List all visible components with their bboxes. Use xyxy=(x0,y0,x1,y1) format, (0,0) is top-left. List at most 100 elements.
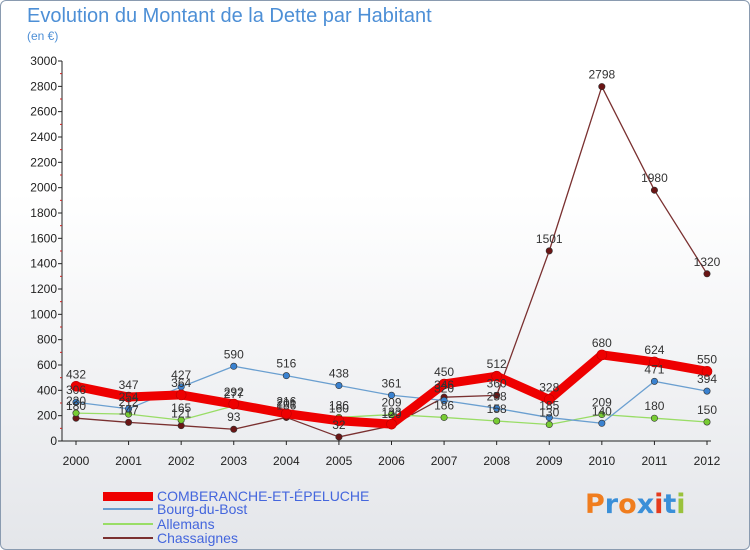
x-tick-label: 2006 xyxy=(378,454,405,468)
data-label: 328 xyxy=(539,380,559,394)
data-label: 346 xyxy=(434,378,454,392)
data-point xyxy=(281,408,292,419)
data-label: 550 xyxy=(697,352,717,366)
y-tick-label: 1200 xyxy=(30,282,57,296)
y-tick-label: 600 xyxy=(37,358,57,372)
x-tick-label: 2011 xyxy=(642,454,668,468)
data-point xyxy=(650,377,658,385)
data-label: 121 xyxy=(171,407,191,421)
data-label: 186 xyxy=(434,398,454,412)
data-label: 432 xyxy=(66,367,86,381)
y-tick-label: 2400 xyxy=(30,130,57,144)
legend-item-allemans: Allemans xyxy=(103,516,215,532)
legend-label-bourg-du-bost: Bourg-du-Bost xyxy=(157,501,248,517)
data-point xyxy=(230,425,238,433)
data-point xyxy=(650,186,658,194)
proxiti-logo: Proxiti xyxy=(585,489,686,520)
y-tick-label: 1600 xyxy=(30,231,57,245)
data-point xyxy=(598,411,606,419)
data-label: 186 xyxy=(276,398,296,412)
data-point xyxy=(703,418,711,426)
y-tick-label: 2200 xyxy=(30,155,57,169)
x-tick-label: 2003 xyxy=(220,454,247,468)
data-label: 212 xyxy=(119,395,139,409)
data-point xyxy=(650,414,658,422)
data-label: 516 xyxy=(276,357,296,371)
data-point xyxy=(493,417,501,425)
y-tick-label: 1800 xyxy=(30,206,57,220)
chart-data-labels: 432 347 364 292 216 160 133 450 512 328 680 624 550 3… xyxy=(66,68,721,432)
data-label: 427 xyxy=(171,368,191,382)
data-label: 450 xyxy=(434,365,454,379)
data-label: 1320 xyxy=(694,255,721,269)
legend-item-chassaignes: Chassaignes xyxy=(103,530,238,546)
data-point xyxy=(491,370,502,382)
data-point xyxy=(123,391,134,403)
y-tick-label: 3000 xyxy=(30,54,57,68)
legend-item-comberanche: COMBERANCHE-ET-ÉPELUCHE xyxy=(103,488,369,504)
data-point xyxy=(493,391,501,399)
data-label: 471 xyxy=(644,362,664,376)
x-tick-label: 2007 xyxy=(431,454,458,468)
data-point xyxy=(598,83,606,91)
y-tick-label: 200 xyxy=(37,409,57,423)
logo-letter: x xyxy=(636,489,655,520)
data-point xyxy=(335,382,343,390)
data-label: 130 xyxy=(539,406,559,420)
data-label: 360 xyxy=(487,376,507,390)
data-label: 361 xyxy=(381,376,401,390)
data-label: 624 xyxy=(644,343,664,357)
data-point xyxy=(649,356,660,368)
x-tick-label: 2009 xyxy=(536,454,563,468)
y-tick-label: 1000 xyxy=(30,307,57,321)
data-point xyxy=(335,433,343,441)
y-tick-label: 2000 xyxy=(30,181,57,195)
data-label: 590 xyxy=(224,347,244,361)
y-tick-label: 400 xyxy=(37,383,57,397)
data-label: 185 xyxy=(539,399,559,413)
data-label: 165 xyxy=(171,401,191,415)
logo-letter: r xyxy=(604,489,619,520)
x-tick-label: 2002 xyxy=(168,454,195,468)
data-label: 320 xyxy=(434,381,454,395)
data-point xyxy=(72,398,80,406)
data-label: 216 xyxy=(276,395,296,409)
legend-label-allemans: Allemans xyxy=(157,516,215,532)
data-label: 150 xyxy=(697,403,717,417)
data-point xyxy=(598,419,606,427)
data-point xyxy=(545,414,553,422)
data-label: 140 xyxy=(592,404,612,418)
data-point xyxy=(440,413,448,421)
data-label: 277 xyxy=(224,387,244,401)
data-label: 1501 xyxy=(536,232,563,246)
legend-swatch-comberanche xyxy=(103,491,153,501)
data-point xyxy=(282,372,290,380)
data-label: 201 xyxy=(276,397,296,411)
y-tick-label: 800 xyxy=(37,333,57,347)
data-point xyxy=(438,378,450,390)
data-label: 120 xyxy=(381,407,401,421)
data-label: 1980 xyxy=(641,171,668,185)
data-label: 2798 xyxy=(588,68,615,82)
data-point xyxy=(701,366,713,377)
legend-item-bourg-du-bost: Bourg-du-Bost xyxy=(103,501,247,517)
x-tick-label: 2005 xyxy=(326,454,353,468)
x-tick-label: 2001 xyxy=(115,454,142,468)
logo-letter: t xyxy=(663,489,677,520)
data-point xyxy=(703,387,711,395)
data-label: 258 xyxy=(487,389,507,403)
data-label: 180 xyxy=(644,399,664,413)
logo-letter: i xyxy=(654,489,664,520)
logo-letter: P xyxy=(585,489,605,520)
data-label: 254 xyxy=(119,390,139,404)
y-tick-label: 1400 xyxy=(30,257,57,271)
data-label: 306 xyxy=(66,383,86,397)
data-label: 147 xyxy=(119,403,139,417)
y-tick-label: 0 xyxy=(50,434,57,448)
data-point xyxy=(70,380,82,392)
chart-title: Evolution du Montant de la Dette par Hab… xyxy=(27,5,432,27)
data-label: 292 xyxy=(224,385,244,399)
data-point xyxy=(230,362,238,370)
data-label: 347 xyxy=(119,378,139,392)
